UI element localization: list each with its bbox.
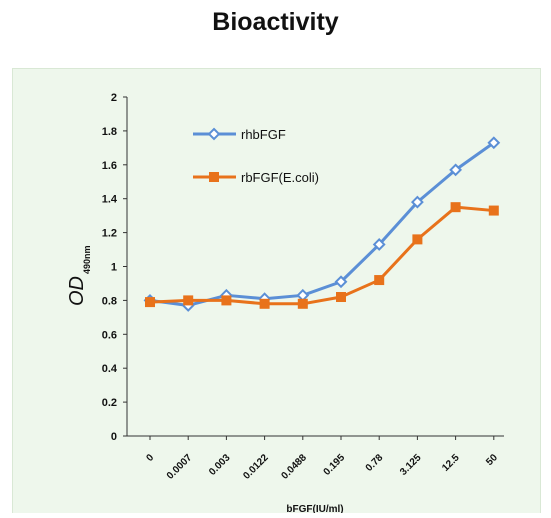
data-point-rhbfgf (372, 238, 386, 251)
y-tick-label: 1.6 (102, 160, 117, 172)
x-axis-ticks: 0 0.0007 0.003 0.0122 0.0488 0.195 0.78 3.125 12… (144, 436, 500, 482)
y-tick-label: 1.4 (102, 194, 118, 206)
data-point-rbfgf-ecoli (374, 275, 385, 286)
x-tick-label: 0.003 (207, 452, 233, 478)
x-tick-label: 12.5 (440, 452, 462, 474)
x-tick-label: 3.125 (398, 452, 424, 478)
chart-panel: 0 0.2 0.4 0.6 0.8 1 1.2 1.4 1.6 1.8 2 0 0.0007 0.003… (12, 68, 541, 515)
data-point-rbfgf-ecoli (412, 234, 423, 245)
data-point-rbfgf-ecoli (488, 205, 499, 216)
y-axis-title: OD 490nm (66, 245, 92, 306)
legend-marker-rhbfgf (207, 127, 221, 141)
x-axis-label: bFGF(IU/ml) (286, 504, 343, 513)
legend-label-rhbfgf: rhbFGF (241, 127, 286, 142)
data-point-rhbfgf (410, 195, 424, 209)
y-tick-label: 0.8 (102, 295, 117, 307)
legend-label-rbfgf-ecoli: rbFGF(E.coli) (241, 170, 319, 185)
data-point-rbfgf-ecoli (297, 298, 308, 309)
page-title: Bioactivity (212, 8, 339, 36)
x-tick-label: 0.0122 (241, 452, 271, 482)
data-point-rhbfgf (449, 163, 463, 177)
data-point-rbfgf-ecoli (145, 297, 155, 308)
y-tick-label: 1.2 (102, 228, 117, 240)
legend-item-rhbfgf: rhbFGF (193, 127, 286, 142)
data-point-rbfgf-ecoli (450, 202, 461, 213)
y-tick-label: 1 (111, 262, 117, 274)
data-point-rbfgf-ecoli (259, 298, 270, 309)
line-chart: 0 0.2 0.4 0.6 0.8 1 1.2 1.4 1.6 1.8 2 0 0.0007 0.003… (66, 92, 504, 515)
x-tick-label: 50 (484, 452, 500, 468)
data-point-rbfgf-ecoli (221, 295, 232, 306)
legend-marker-rbfgf-ecoli (209, 172, 219, 182)
y-tick-label: 0.6 (102, 329, 117, 341)
y-tick-label: 0 (111, 431, 117, 443)
series-line-rhbfgf (149, 141, 495, 307)
data-point-rhbfgf (334, 275, 348, 289)
y-tick-label: 1.8 (102, 126, 117, 138)
x-tick-label: 0.0488 (280, 452, 310, 482)
x-tick-label: 0.195 (322, 452, 348, 478)
data-point-rhbfgf (487, 136, 501, 150)
series-line-rbfgf-ecoli (149, 205, 494, 306)
legend: rhbFGF rbFGF(E.coli) (193, 127, 319, 185)
x-tick-label: 0.78 (364, 452, 386, 474)
y-tick-label: 0.2 (102, 397, 117, 409)
data-point-rbfgf-ecoli (183, 295, 194, 306)
y-tick-label: 0.4 (102, 363, 118, 375)
x-tick-label: 0 (144, 452, 156, 464)
y-axis-label-subscript: 490nm (82, 245, 92, 274)
y-axis-label-main: OD (66, 276, 88, 306)
x-tick-label: 0.0007 (165, 452, 195, 482)
series-layer (143, 136, 501, 312)
data-point-rbfgf-ecoli (336, 292, 346, 303)
y-tick-label: 2 (111, 92, 117, 104)
y-axis-ticks: 0 0.2 0.4 0.6 0.8 1 1.2 1.4 1.6 1.8 2 (102, 92, 127, 443)
legend-item-rbfgf-ecoli: rbFGF(E.coli) (193, 170, 319, 185)
